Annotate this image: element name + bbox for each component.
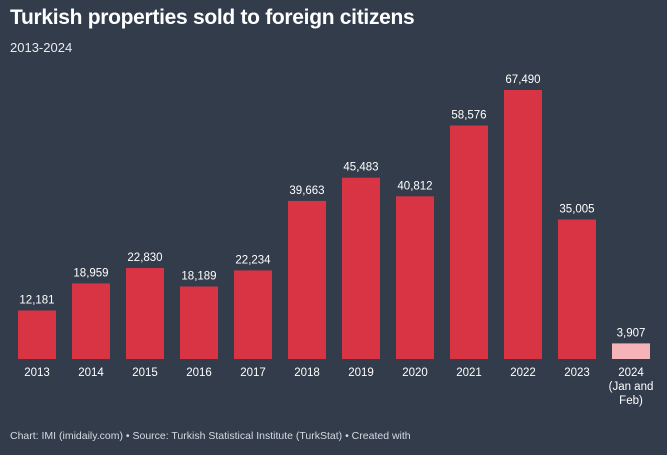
chart-footer-credit: Chart: IMI (imidaily.com) • Source: Turk… [10,430,411,442]
data-label-2021: 58,576 [451,110,486,122]
bar-2018 [288,200,326,359]
data-label-2014: 18,959 [73,267,108,279]
data-label-2024: 3,907 [617,327,646,339]
data-label-2022: 67,490 [505,74,540,86]
bar-2014 [72,283,110,359]
x-tick-label-2020: 2020 [402,367,428,379]
data-label-2016: 18,189 [181,271,216,283]
data-label-2019: 45,483 [343,162,378,174]
bar-2020 [396,196,434,359]
bar-2021 [450,125,488,359]
bar-2022 [504,90,542,359]
data-label-2013: 12,181 [19,295,54,307]
data-label-2015: 22,830 [127,252,162,264]
bar-2017 [234,270,272,359]
x-tick-label-2014: 2014 [78,367,104,379]
x-tick-label-2023: 2023 [564,367,590,379]
chart-subtitle: 2013-2024 [10,40,73,55]
data-label-2017: 22,234 [235,254,271,266]
bar-2015 [126,268,164,359]
data-label-2023: 35,005 [559,204,594,216]
x-tick-label-2015: 2015 [132,367,158,379]
x-tick-label-2017: 2017 [240,367,266,379]
data-label-2020: 40,812 [397,180,432,192]
x-tick-label-2022: 2022 [510,367,536,379]
bar-2023 [558,219,596,359]
x-tick-label-2018: 2018 [294,367,320,379]
bar-2019 [342,177,380,359]
bar-2024 [612,343,650,359]
x-tick-label-2024: 2024 (Jan and Feb) [609,367,654,407]
x-tick-label-2021: 2021 [456,367,482,379]
bar-2016 [180,286,218,359]
x-tick-label-2019: 2019 [348,367,374,379]
bar-chart: 12,181 2013 18,959 2014 22,830 2015 18,189 2016… [18,74,654,407]
x-tick-label-2016: 2016 [186,367,212,379]
chart-title: Turkish properties sold to foreign citiz… [10,6,415,29]
bar-2013 [18,310,56,359]
x-tick-label-2013: 2013 [24,367,50,379]
data-label-2018: 39,663 [289,185,324,197]
